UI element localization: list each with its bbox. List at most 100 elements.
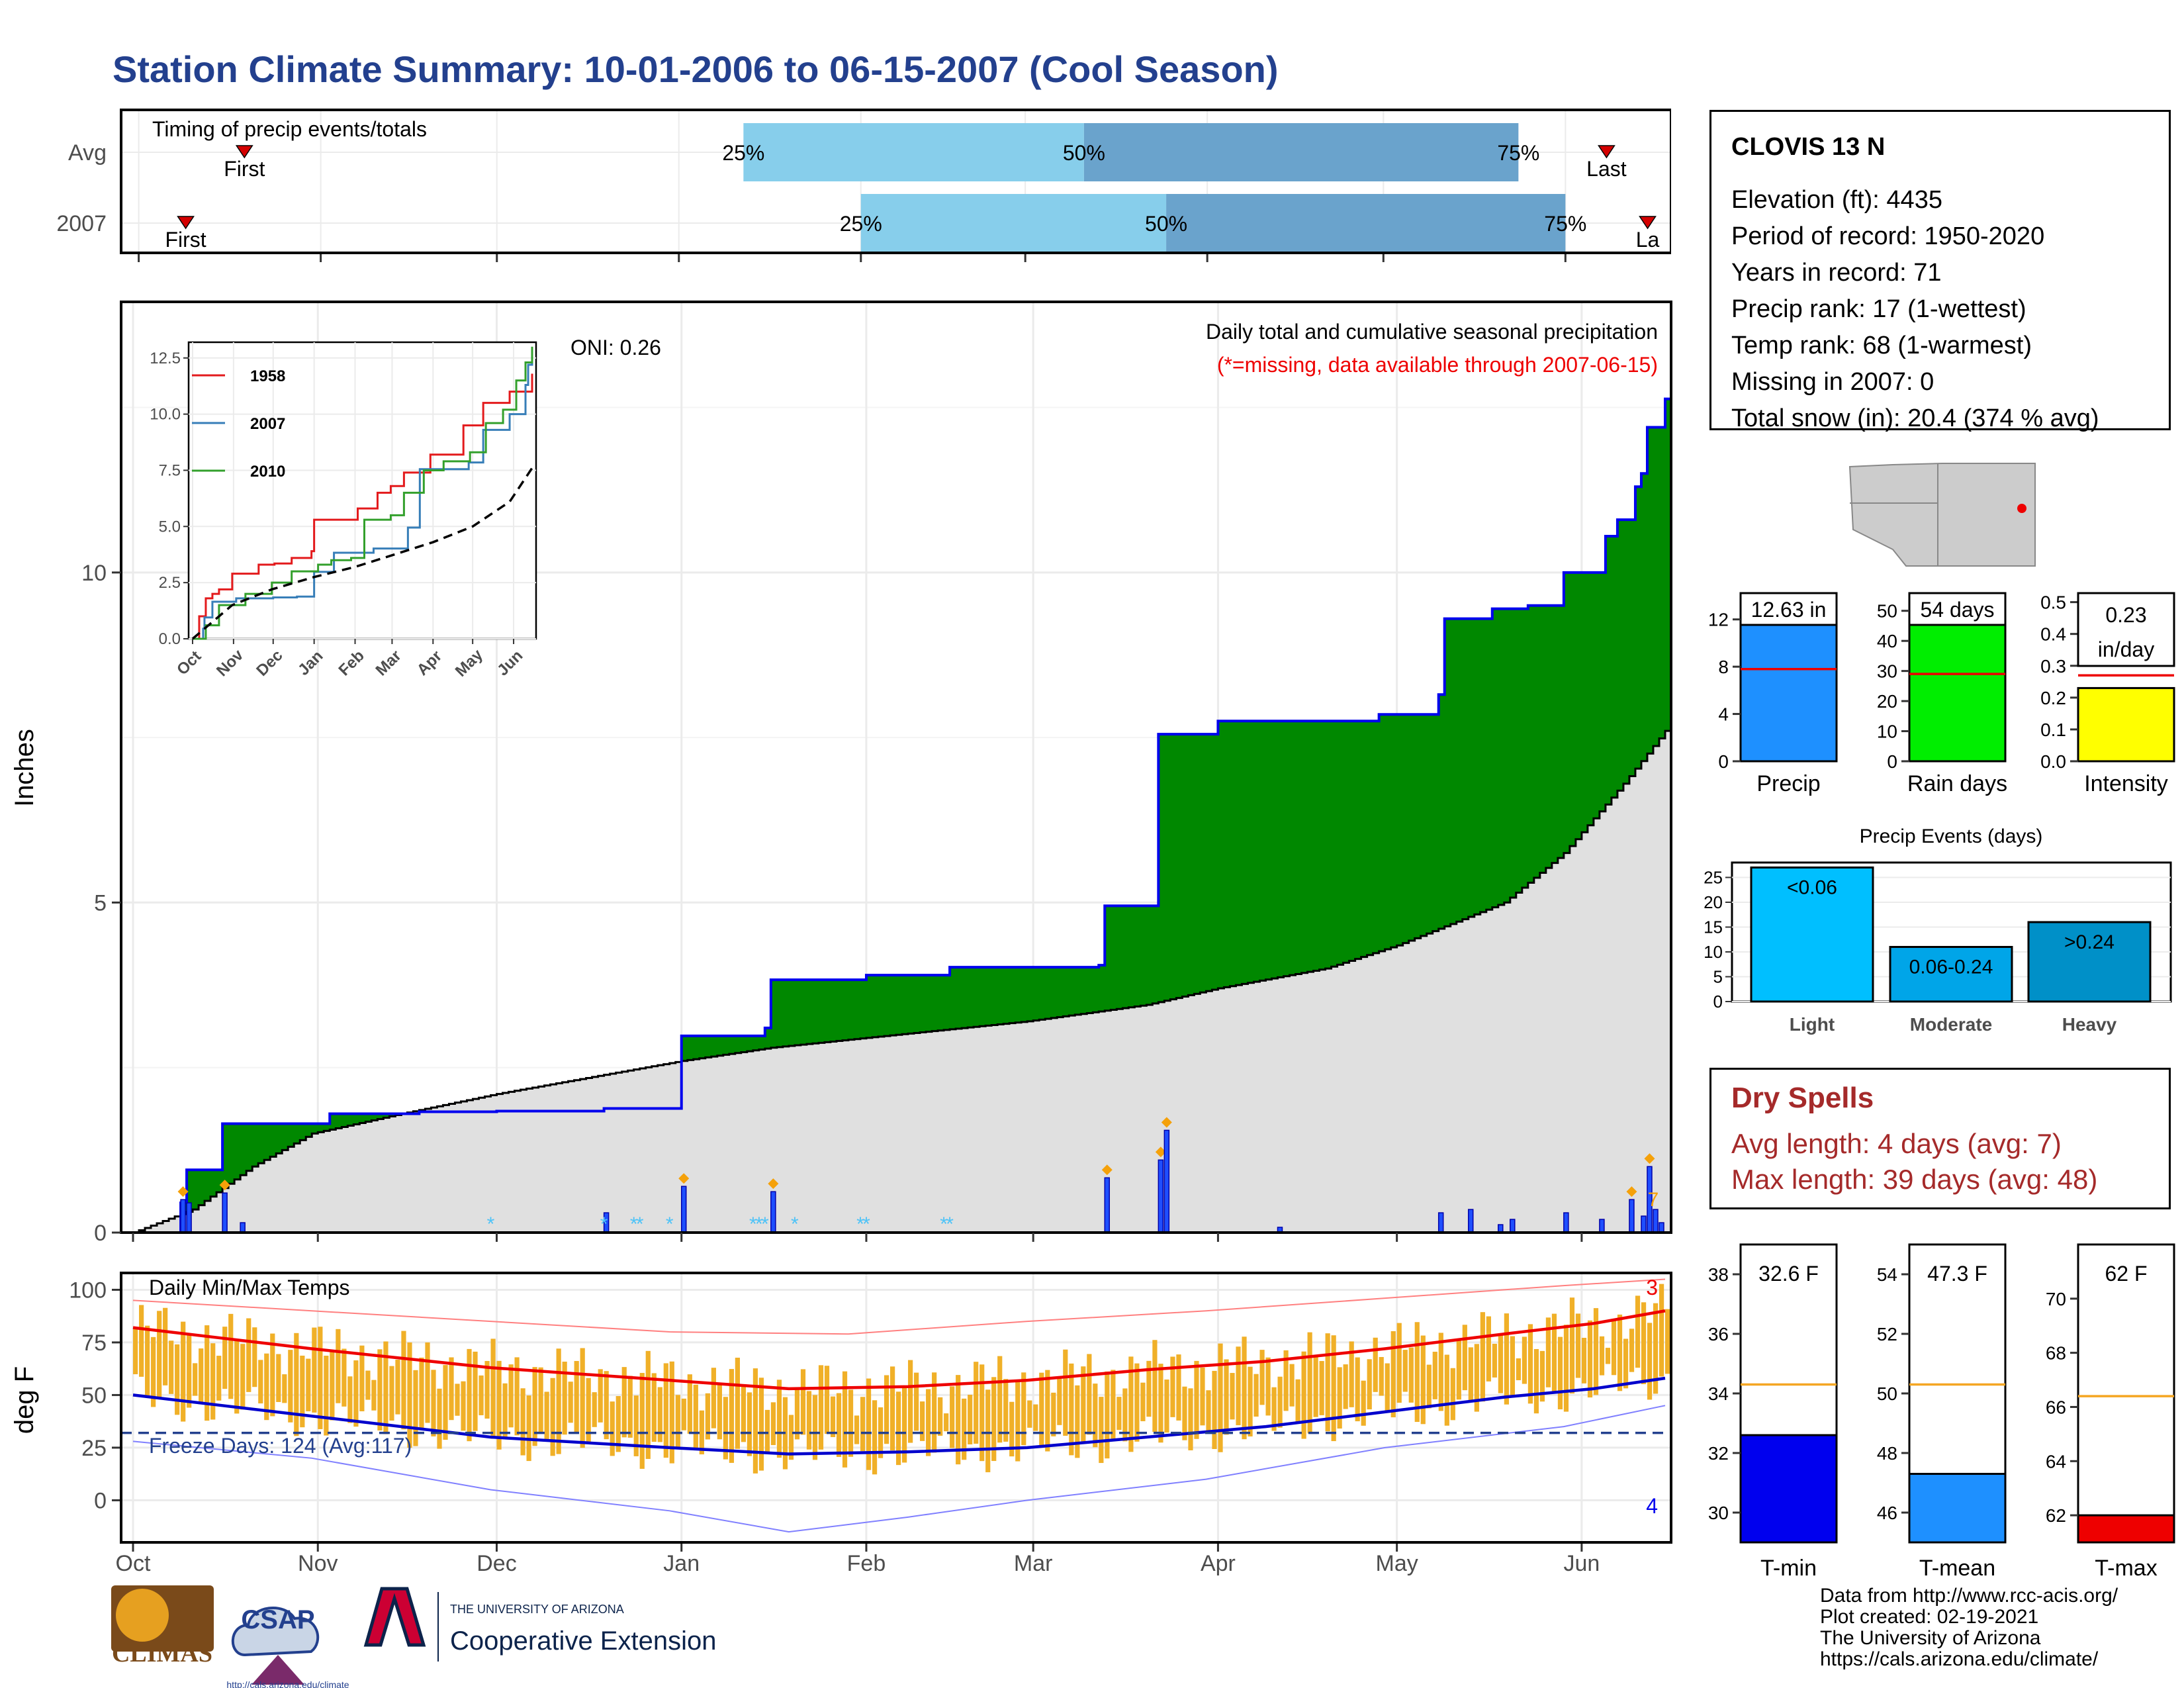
event-bar <box>1750 867 1874 1003</box>
surplus-fill <box>294 1123 300 1144</box>
daily-temp-bar <box>264 1353 269 1421</box>
surplus-fill <box>1653 427 1660 746</box>
daily-temp-bar <box>419 1357 424 1429</box>
last-event-label: La <box>1636 228 1660 252</box>
summary-y-tick: 0.0 <box>2040 751 2066 772</box>
surplus-fill <box>1527 605 1535 883</box>
summary-label-box <box>2077 592 2175 667</box>
daily-temp-bar <box>1575 1313 1581 1378</box>
daily-temp-bar <box>330 1350 335 1421</box>
surplus-fill <box>866 975 873 1038</box>
summary-y-tick: 50 <box>1877 601 1897 622</box>
surplus-fill <box>842 980 849 1041</box>
surplus-fill <box>878 975 885 1037</box>
daily-temp-bar <box>1402 1350 1408 1392</box>
precip-y-tick: 0 <box>94 1221 107 1246</box>
daily-precip-bar <box>1437 1212 1444 1233</box>
first-event-marker <box>235 145 253 159</box>
surplus-fill <box>1295 721 1302 974</box>
daily-precip-bar <box>186 1202 192 1233</box>
snow-marker: * <box>600 1213 608 1235</box>
station-precip-rank: Precip rank: 17 (1-wettest) <box>1731 295 2026 323</box>
summary-bar <box>1739 610 1838 763</box>
daily-temp-bar <box>932 1372 937 1453</box>
precip-y-label: Inches <box>10 729 39 807</box>
daily-temp-bar <box>1653 1303 1659 1394</box>
daily-temp-bar <box>735 1358 740 1449</box>
daily-temp-bar <box>1539 1350 1545 1402</box>
month-tick-label: Mar <box>1014 1551 1053 1576</box>
daily-temp-bar <box>258 1360 263 1404</box>
daily-temp-bar <box>1331 1335 1336 1442</box>
events-y-tick: 25 <box>1704 868 1723 888</box>
surplus-fill <box>312 1123 318 1134</box>
daily-temp-bar <box>699 1410 704 1455</box>
inset-y-tick: 0.0 <box>159 630 181 648</box>
surplus-fill <box>1224 721 1231 988</box>
snow-marker: * <box>636 1213 644 1235</box>
daily-temp-bar <box>455 1383 460 1416</box>
surplus-fill <box>1146 906 1153 1005</box>
daily-temp-bar <box>1146 1360 1152 1417</box>
surplus-fill <box>1003 967 1010 1024</box>
surplus-fill <box>240 1123 247 1176</box>
daily-temp-bar <box>729 1369 734 1463</box>
daily-temp-bar <box>645 1350 651 1459</box>
temp-summary-y-tick: 46 <box>1877 1503 1897 1523</box>
surplus-fill <box>300 1123 306 1141</box>
climas-logo-text: CLIMAS <box>112 1640 212 1667</box>
oni-label: ONI: 0.26 <box>570 336 661 359</box>
surplus-fill <box>1170 734 1177 1000</box>
surplus-fill <box>1492 608 1499 908</box>
quartile-bar-early <box>743 123 1084 181</box>
event-category-label: Heavy <box>2062 1014 2117 1035</box>
heavy-event-marker <box>1626 1186 1637 1197</box>
temp-summary-bar <box>2077 1514 2175 1544</box>
surplus-fill <box>341 1113 348 1127</box>
quartile-bar-early <box>860 194 1167 252</box>
month-tick-label: Nov <box>298 1551 338 1576</box>
daily-temp-bar <box>1128 1356 1134 1452</box>
daily-temp-bar <box>199 1348 204 1405</box>
daily-temp-bar <box>270 1333 275 1417</box>
heavy-event-marker <box>219 1180 230 1191</box>
daily-temp-bar <box>461 1381 466 1431</box>
footer-credits: Data from http://www.rcc-acis.org/ Plot … <box>1820 1585 2118 1670</box>
surplus-fill <box>282 1123 289 1150</box>
daily-temp-bar <box>1635 1295 1641 1368</box>
surplus-fill <box>1128 906 1135 1008</box>
temp-frame <box>120 1272 1672 1544</box>
snow-marker: * <box>755 1213 763 1235</box>
daily-temp-bar <box>1492 1343 1497 1378</box>
daily-temp-bar <box>205 1325 210 1421</box>
daily-temp-bar <box>1218 1343 1223 1452</box>
daily-temp-bar <box>1200 1367 1205 1426</box>
daily-temp-bar <box>818 1365 824 1450</box>
daily-temp-bar <box>1605 1348 1611 1364</box>
footer-line: The University of Arizona <box>1820 1627 2041 1649</box>
quartile-label: 25% <box>722 141 764 165</box>
surplus-fill <box>1158 734 1165 1002</box>
dry-spells-max: Max length: 39 days (avg: 48) <box>1731 1164 2098 1195</box>
precip-subtitle: (*=missing, data available through 2007-… <box>1217 353 1658 377</box>
snow-marker: * <box>940 1213 948 1235</box>
surplus-fill <box>1611 536 1618 798</box>
daily-temp-bar <box>979 1364 985 1462</box>
daily-temp-bar <box>1396 1323 1402 1403</box>
summary-value-label: 12.63 in <box>1751 598 1827 622</box>
station-temp-rank: Temp rank: 68 (1-warmest) <box>1731 332 2032 359</box>
event-bar <box>1889 946 2013 1003</box>
surplus-fill <box>1474 618 1481 915</box>
surplus-fill <box>1301 721 1308 973</box>
daily-temp-bar <box>675 1395 680 1448</box>
surplus-fill <box>1063 967 1069 1017</box>
surplus-fill <box>324 1123 330 1131</box>
daily-temp-bar <box>1527 1324 1533 1404</box>
surplus-fill <box>830 980 837 1042</box>
surplus-fill <box>210 1170 217 1197</box>
avg-min-line <box>132 1376 1666 1456</box>
last-event-label: Last <box>1586 157 1627 181</box>
snow-marker: * <box>946 1213 954 1235</box>
surplus-fill <box>938 975 944 1031</box>
